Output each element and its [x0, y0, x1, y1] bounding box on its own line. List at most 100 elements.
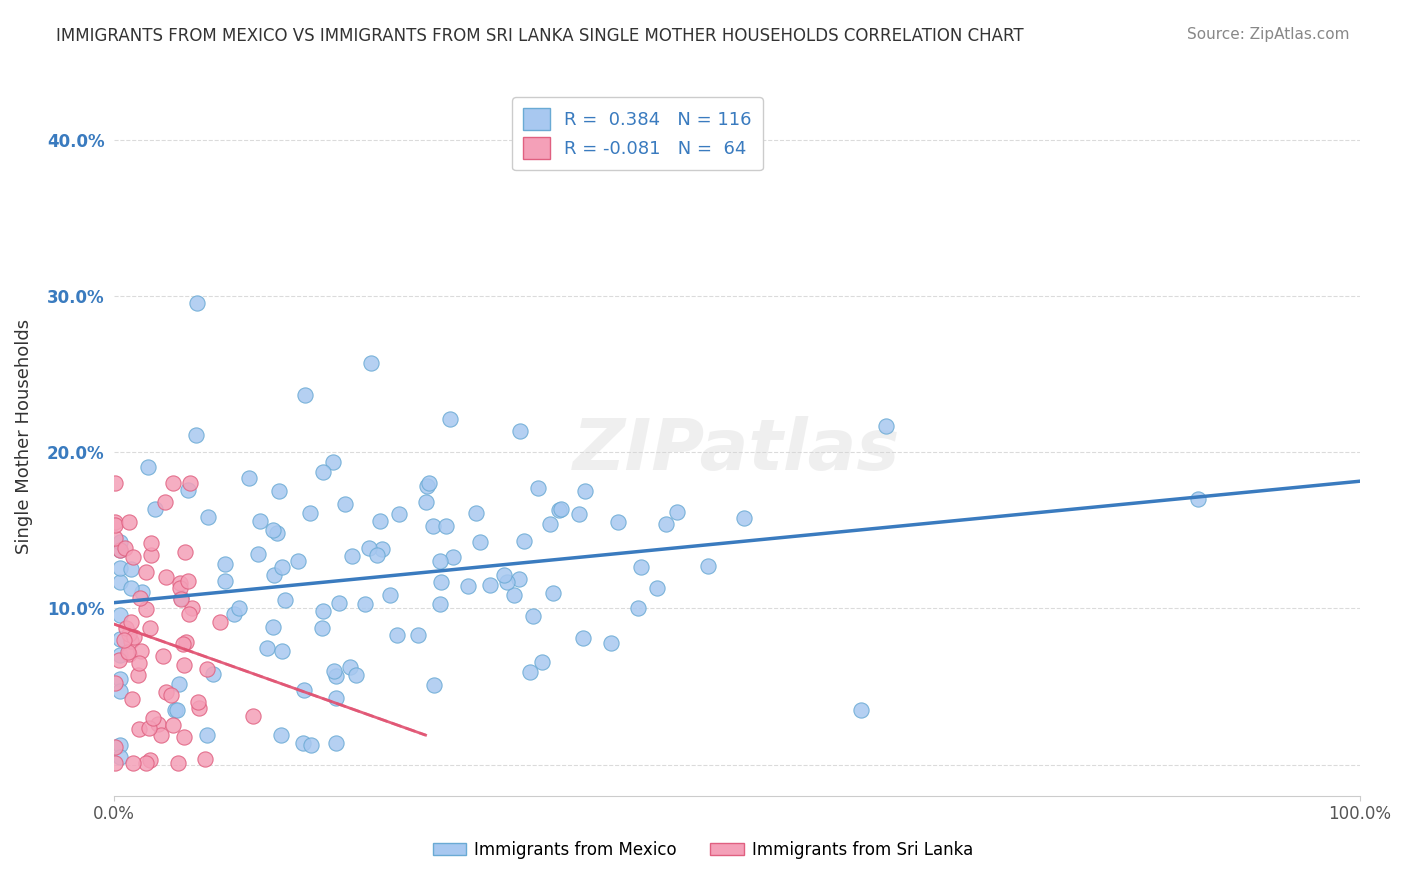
srilanka — [153, 495, 176, 509]
mexico — [177, 483, 200, 497]
mexico — [541, 586, 564, 600]
mexico — [238, 471, 260, 485]
mexico — [325, 669, 347, 683]
mexico — [292, 682, 315, 697]
mexico — [538, 516, 561, 531]
srilanka — [242, 708, 264, 723]
srilanka — [179, 476, 201, 491]
srilanka — [138, 721, 160, 735]
srilanka — [162, 476, 184, 491]
srilanka — [162, 717, 184, 731]
mexico — [531, 655, 554, 669]
mexico — [273, 593, 295, 607]
mexico — [697, 559, 720, 574]
mexico — [359, 541, 381, 555]
srilanka — [108, 653, 131, 667]
srilanka — [166, 756, 188, 770]
mexico — [441, 549, 464, 564]
mexico — [166, 703, 188, 717]
mexico — [322, 665, 344, 679]
srilanka — [139, 536, 162, 550]
mexico — [430, 575, 453, 590]
srilanka — [135, 756, 157, 770]
mexico — [519, 665, 541, 680]
mexico — [110, 749, 132, 764]
srilanka — [139, 621, 162, 635]
srilanka — [118, 516, 141, 530]
mexico — [378, 588, 401, 602]
mexico — [527, 482, 550, 496]
srilanka — [124, 630, 146, 644]
mexico — [110, 560, 132, 574]
Legend: R =  0.384   N = 116, R = -0.081   N =  64: R = 0.384 N = 116, R = -0.081 N = 64 — [512, 97, 762, 170]
mexico — [110, 683, 132, 698]
mexico — [434, 518, 457, 533]
mexico — [287, 554, 309, 568]
srilanka — [177, 574, 200, 588]
mexico — [344, 667, 367, 681]
mexico — [246, 547, 269, 561]
Y-axis label: Single Mother Households: Single Mother Households — [15, 319, 32, 554]
mexico — [851, 703, 873, 717]
srilanka — [118, 627, 141, 641]
srilanka — [128, 722, 150, 736]
srilanka — [174, 545, 197, 559]
srilanka — [120, 634, 142, 648]
mexico — [110, 575, 132, 590]
mexico — [110, 738, 132, 752]
mexico — [354, 597, 377, 611]
srilanka — [208, 615, 231, 629]
mexico — [311, 604, 333, 618]
srilanka — [135, 566, 157, 580]
mexico — [416, 479, 439, 493]
srilanka — [174, 635, 197, 649]
srilanka — [177, 607, 200, 621]
mexico — [184, 428, 207, 442]
srilanka — [104, 740, 127, 755]
mexico — [110, 632, 132, 647]
srilanka — [135, 602, 157, 616]
srilanka — [146, 716, 169, 731]
srilanka — [149, 728, 172, 742]
srilanka — [114, 621, 136, 635]
mexico — [110, 535, 132, 549]
srilanka — [169, 575, 191, 590]
mexico — [299, 738, 322, 752]
mexico — [110, 648, 132, 663]
srilanka — [104, 518, 127, 533]
mexico — [325, 691, 347, 706]
mexico — [422, 518, 444, 533]
mexico — [734, 510, 756, 524]
mexico — [600, 636, 623, 650]
mexico — [224, 607, 246, 621]
srilanka — [128, 656, 150, 670]
srilanka — [104, 531, 127, 545]
mexico — [630, 559, 652, 574]
mexico — [571, 631, 593, 645]
mexico — [645, 581, 668, 595]
srilanka — [108, 542, 131, 557]
srilanka — [173, 658, 195, 673]
mexico — [513, 534, 536, 549]
mexico — [228, 600, 250, 615]
srilanka — [139, 753, 162, 767]
mexico — [875, 419, 897, 434]
mexico — [186, 296, 208, 310]
srilanka — [114, 541, 136, 556]
srilanka — [121, 756, 143, 770]
srilanka — [118, 648, 141, 662]
mexico — [214, 557, 236, 571]
mexico — [262, 524, 284, 538]
srilanka — [129, 644, 152, 658]
srilanka — [120, 615, 142, 630]
mexico — [627, 601, 650, 615]
mexico — [197, 510, 219, 524]
mexico — [271, 560, 294, 574]
mexico — [270, 728, 292, 742]
mexico — [256, 641, 278, 656]
srilanka — [122, 549, 145, 564]
mexico — [322, 455, 344, 469]
mexico — [388, 508, 411, 522]
mexico — [120, 562, 142, 576]
mexico — [170, 591, 193, 606]
